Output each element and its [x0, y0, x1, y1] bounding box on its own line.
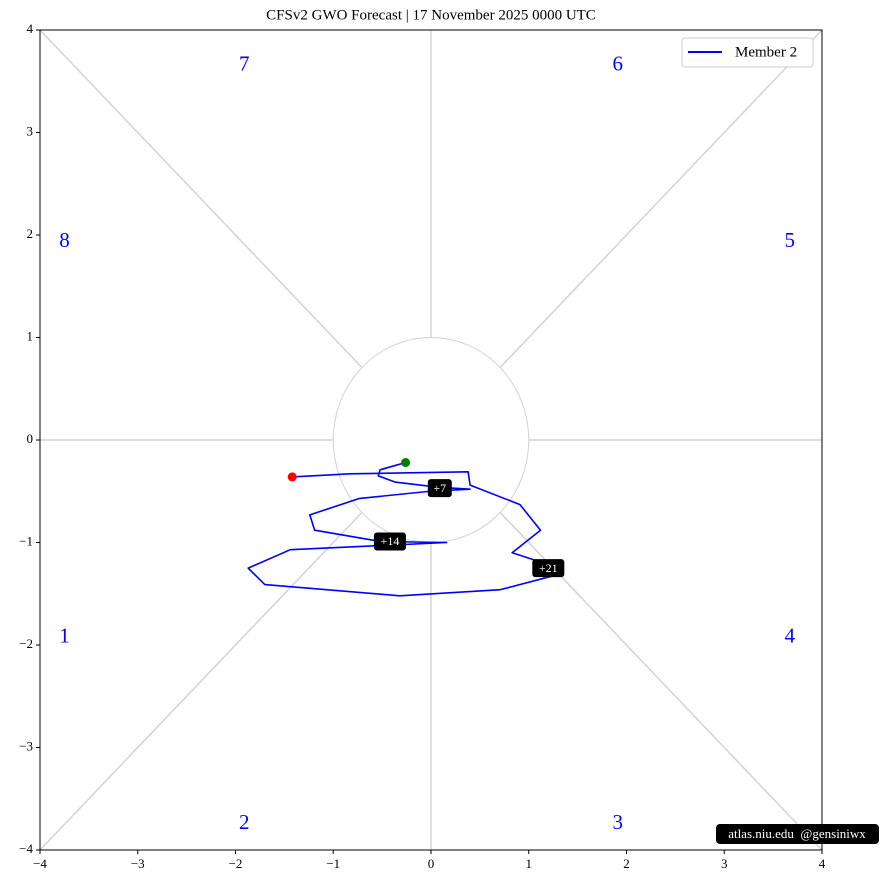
phase-label: 6 — [612, 52, 623, 76]
phase-divider — [39, 511, 363, 851]
legend-box — [681, 37, 814, 68]
annotation-box — [373, 532, 406, 551]
phase-divider — [39, 29, 363, 369]
x-tick-label: 3 — [721, 856, 728, 871]
y-tick-label: 4 — [27, 21, 34, 36]
phase-label: 4 — [784, 624, 795, 648]
y-tick-label: −1 — [19, 533, 33, 548]
annotation-box — [427, 479, 452, 498]
legend-label: Member 2 — [735, 44, 797, 60]
phase-divider — [499, 29, 823, 369]
watermark: atlas.niu.edu @gensiniwx — [716, 824, 879, 844]
unit-circle — [332, 337, 530, 543]
x-tick-label: −3 — [131, 856, 145, 871]
day-annotation: +14 — [373, 532, 406, 551]
phase-label: 2 — [239, 810, 250, 834]
end-marker — [287, 472, 297, 482]
start-marker — [401, 458, 411, 468]
trajectory — [247, 461, 556, 597]
y-tick-label: −3 — [19, 738, 33, 753]
x-tick-label: −4 — [33, 856, 47, 871]
legend: Member 2 — [681, 37, 814, 68]
chart-title: CFSv2 GWO Forecast | 17 November 2025 00… — [266, 7, 596, 23]
y-tick-label: −2 — [19, 636, 33, 651]
watermark-box — [716, 824, 879, 844]
y-tick-label: 1 — [27, 328, 34, 343]
x-tick-label: 2 — [623, 856, 630, 871]
y-tick-label: −4 — [19, 841, 33, 856]
annotation-text: +14 — [381, 534, 400, 548]
annotation-text: +21 — [539, 561, 558, 575]
phase-label: 8 — [59, 228, 70, 252]
day-annotation: +7 — [427, 479, 452, 498]
phase-label: 5 — [784, 228, 795, 252]
x-tick-label: 4 — [819, 856, 826, 871]
y-tick-label: 3 — [27, 123, 34, 138]
x-tick-label: 1 — [526, 856, 533, 871]
y-tick-label: 0 — [27, 431, 34, 446]
y-tick-label: 2 — [27, 226, 34, 241]
annotation-text: +7 — [433, 481, 446, 495]
phase-label: 1 — [59, 624, 70, 648]
x-tick-label: 0 — [428, 856, 435, 871]
x-tick-label: −2 — [229, 856, 243, 871]
annotation-box — [532, 559, 565, 578]
phase-label: 7 — [239, 52, 250, 76]
day-annotation: +21 — [532, 559, 565, 578]
x-tick-label: −1 — [326, 856, 340, 871]
watermark-text: atlas.niu.edu @gensiniwx — [728, 826, 866, 841]
phase-label: 3 — [612, 810, 623, 834]
